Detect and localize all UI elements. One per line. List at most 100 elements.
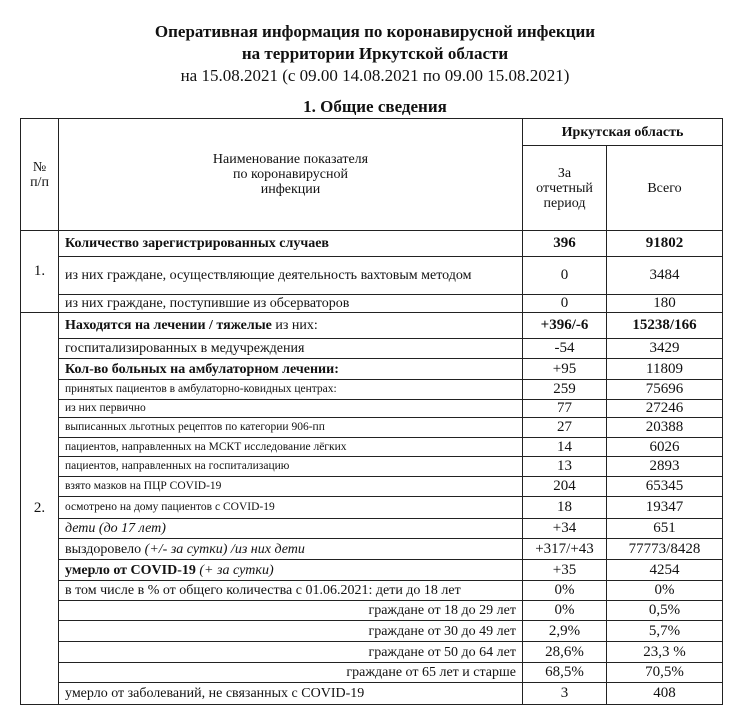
table-row: пациентов, направленных на МСКТ исследов… bbox=[21, 437, 724, 457]
period-value: 259 bbox=[522, 379, 607, 400]
label-text: принятых пациентов в амбулаторно-ковидны… bbox=[65, 383, 337, 395]
covid-stats-table: № п/п Наименование показателя по коронав… bbox=[20, 118, 724, 705]
table-row: выздоровело (+/- за сутки) /из них дети +… bbox=[21, 538, 724, 560]
period-value: 0 bbox=[522, 294, 607, 313]
label-suffix: (до 17 лет) bbox=[98, 521, 166, 536]
label-text: Количество зарегистрированных случаев bbox=[65, 236, 329, 251]
table-row: 2. Находятся на лечении / тяжелые из них:… bbox=[20, 312, 724, 705]
table-row: граждане от 18 до 29 лет 0% 0,5% bbox=[21, 600, 724, 621]
col-total-header: Всего bbox=[605, 145, 724, 231]
indicator-label: дети (до 17 лет) bbox=[58, 518, 523, 539]
indicator-label: граждане от 30 до 49 лет bbox=[58, 620, 523, 642]
label-text: Кол-во больных на амбулаторном лечении: bbox=[65, 361, 339, 377]
table-row: дети (до 17 лет) +34 651 bbox=[21, 518, 724, 539]
col-period-header: За отчетный период bbox=[522, 145, 607, 231]
label-text: в том числе в % от общего количества с 0… bbox=[65, 583, 461, 598]
total-value: 19347 bbox=[605, 496, 724, 519]
label-text: госпитализированных в медучреждения bbox=[65, 341, 305, 356]
indicator-label: взято мазков на ПЦР COVID-19 bbox=[58, 476, 523, 497]
total-value: 15238/166 bbox=[605, 312, 724, 339]
total-value: 77773/8428 bbox=[605, 538, 724, 560]
col-name-header: Наименование показателя по коронавирусно… bbox=[58, 118, 523, 231]
total-value: 20388 bbox=[605, 417, 724, 438]
indicator-label: умерло от COVID-19 (+ за сутки) bbox=[58, 559, 523, 581]
period-value: +34 bbox=[522, 518, 607, 539]
total-value: 408 bbox=[605, 682, 724, 705]
table-row: умерло от COVID-19 (+ за сутки) +35 4254 bbox=[21, 559, 724, 581]
total-value: 65345 bbox=[605, 476, 724, 497]
label-text: граждане от 30 до 49 лет bbox=[368, 623, 516, 639]
doc-title-line2: на территории Иркутской области bbox=[241, 44, 509, 63]
col-region-header: Иркутская область bbox=[521, 118, 724, 146]
indicator-label: пациентов, направленных на госпитализаци… bbox=[58, 456, 523, 477]
label-text: пациентов, направленных на госпитализаци… bbox=[65, 460, 290, 472]
label-text: пациентов, направленных на МСКТ исследов… bbox=[65, 440, 347, 453]
label-text: выздоровело bbox=[65, 541, 145, 557]
period-value: +396/-6 bbox=[522, 312, 607, 339]
indicator-label: выписанных льготных рецептов по категори… bbox=[58, 417, 523, 438]
row-group-number: 2. bbox=[20, 312, 59, 705]
indicator-label: в том числе в % от общего количества с 0… bbox=[58, 580, 523, 601]
total-value: 70,5% bbox=[605, 662, 724, 683]
label-text: выписанных льготных рецептов по категори… bbox=[65, 421, 325, 433]
indicator-label: пациентов, направленных на МСКТ исследов… bbox=[58, 437, 523, 457]
period-value: 2,9% bbox=[522, 620, 607, 642]
col-num-header: № п/п bbox=[20, 118, 59, 231]
table-row: Кол-во больных на амбулаторном лечении: +… bbox=[21, 358, 724, 380]
label-text: взято мазков на ПЦР COVID-19 bbox=[65, 480, 222, 492]
indicator-label: выздоровело (+/- за сутки) /из них дети bbox=[58, 538, 523, 560]
period-value: 77 bbox=[522, 399, 607, 418]
table-row: граждане от 65 лет и старше 68,5% 70,5% bbox=[21, 662, 724, 683]
label-suffix: (+ за сутки) bbox=[199, 562, 274, 578]
table-row: пациентов, направленных на госпитализаци… bbox=[21, 456, 724, 477]
indicator-label: Кол-во больных на амбулаторном лечении: bbox=[58, 358, 523, 380]
label-text: граждане от 18 до 29 лет bbox=[368, 603, 516, 618]
label-text: Находятся на лечении / тяжелые bbox=[65, 318, 272, 333]
period-value: 0% bbox=[522, 580, 607, 601]
total-value: 75696 bbox=[605, 379, 724, 400]
period-value: 13 bbox=[522, 456, 607, 477]
indicator-label: госпитализированных в медучреждения bbox=[58, 338, 523, 359]
row-group-number: 1. bbox=[20, 230, 59, 313]
indicator-label: граждане от 65 лет и старше bbox=[58, 662, 523, 683]
label-suffix: из них: bbox=[271, 318, 318, 333]
total-value: 2893 bbox=[605, 456, 724, 477]
period-value: 18 bbox=[522, 496, 607, 519]
table-row: в том числе в % от общего количества с 0… bbox=[21, 580, 724, 601]
table-row: госпитализированных в медучреждения -54 34… bbox=[21, 338, 724, 359]
period-value: +35 bbox=[522, 559, 607, 581]
period-value: 0% bbox=[522, 600, 607, 621]
indicator-label: из них граждане, осуществляющие деятельн… bbox=[58, 256, 523, 295]
indicator-label: Находятся на лечении / тяжелые из них: bbox=[58, 312, 523, 339]
label-text: из них граждане, поступившие из обсерват… bbox=[65, 296, 350, 311]
total-value: 4254 bbox=[605, 559, 724, 581]
period-value: +317/+43 bbox=[522, 538, 607, 560]
table-row: из них граждане, поступившие из обсерват… bbox=[21, 294, 724, 313]
total-value: 651 bbox=[605, 518, 724, 539]
total-value: 6026 bbox=[605, 437, 724, 457]
total-value: 3429 bbox=[605, 338, 724, 359]
label-text: граждане от 65 лет и старше bbox=[346, 665, 516, 680]
total-value: 0% bbox=[605, 580, 724, 601]
doc-title-line1: Оперативная информация по коронавирусной… bbox=[154, 22, 596, 41]
indicator-label: из них граждане, поступившие из обсерват… bbox=[58, 294, 523, 313]
total-value: 0,5% bbox=[605, 600, 724, 621]
label-text: умерло от заболеваний, не связанных с CO… bbox=[65, 686, 365, 701]
total-value: 91802 bbox=[605, 230, 724, 257]
indicator-label: Количество зарегистрированных случаев bbox=[58, 230, 523, 257]
label-text: граждане от 50 до 64 лет bbox=[368, 644, 516, 660]
table-row: граждане от 50 до 64 лет 28,6% 23,3 % bbox=[21, 641, 724, 663]
label-text: из них граждане, осуществляющие деятельн… bbox=[65, 268, 472, 283]
label-suffix: (+/- за сутки) /из них дети bbox=[144, 541, 305, 557]
doc-date-range: на 15.08.2021 (с 09.00 14.08.2021 по 09.… bbox=[180, 66, 570, 85]
period-value: 28,6% bbox=[522, 641, 607, 663]
table-row: принятых пациентов в амбулаторно-ковидны… bbox=[21, 379, 724, 400]
table-row: выписанных льготных рецептов по категори… bbox=[21, 417, 724, 438]
period-value: 0 bbox=[522, 256, 607, 295]
indicator-label: граждане от 18 до 29 лет bbox=[58, 600, 523, 621]
table-row: граждане от 30 до 49 лет 2,9% 5,7% bbox=[21, 620, 724, 642]
table-row: умерло от заболеваний, не связанных с CO… bbox=[21, 682, 724, 705]
table-row: взято мазков на ПЦР COVID-19 204 65345 bbox=[21, 476, 724, 497]
total-value: 180 bbox=[605, 294, 724, 313]
label-text: дети bbox=[65, 521, 99, 536]
